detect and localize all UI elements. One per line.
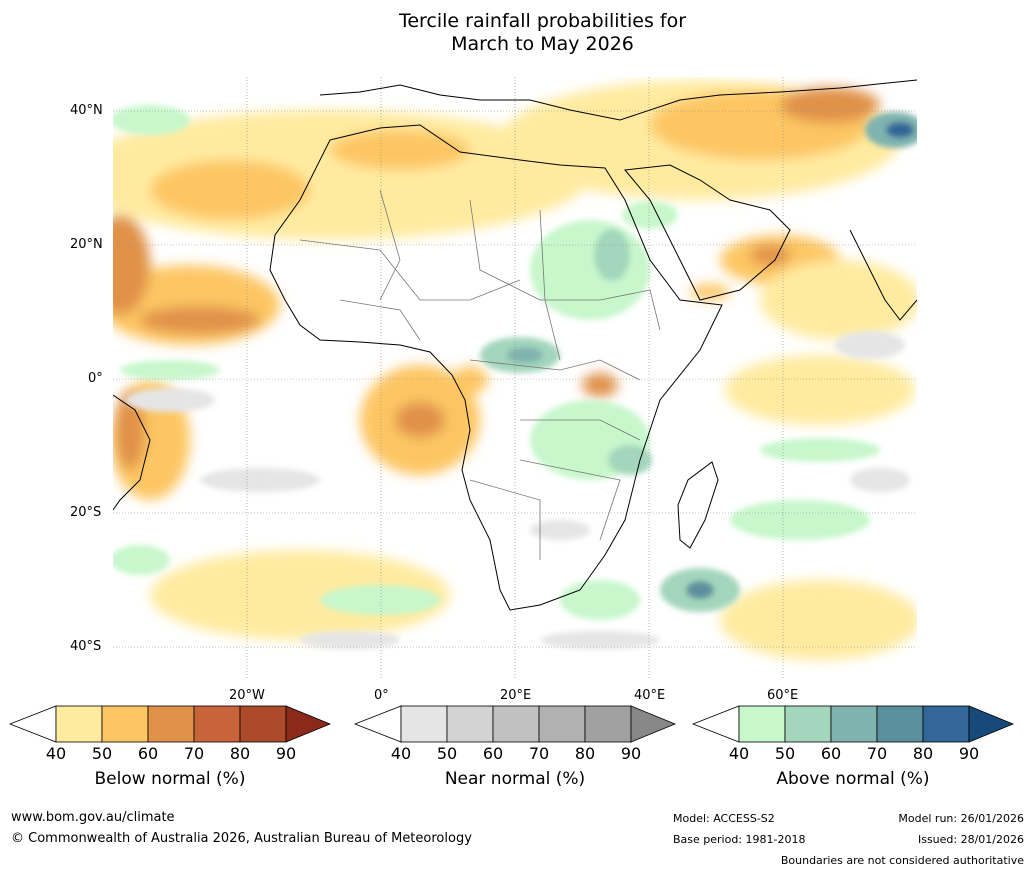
country-borders	[299, 189, 661, 560]
near-normal-swatch	[400, 705, 448, 743]
title-line-2: March to May 2026	[451, 33, 634, 55]
below-normal-tick: 50	[91, 744, 113, 763]
near-normal-swatch	[446, 705, 494, 743]
near-normal-tick: 80	[574, 744, 596, 763]
near-normal-swatch	[538, 705, 586, 743]
near-normal-label: Near normal (%)	[444, 769, 586, 789]
near-normal-high-arrow	[630, 705, 677, 743]
title-line-1: Tercile rainfall probabilities for	[398, 10, 687, 32]
below-normal-tick: 80	[229, 744, 251, 763]
above-normal-swatch	[922, 705, 970, 743]
below-normal-swatch	[193, 705, 241, 743]
above-normal-high-arrow	[968, 705, 1015, 743]
above-normal-tick: 70	[866, 744, 888, 763]
arabia-coast	[624, 164, 791, 301]
below-normal-tick: 90	[275, 744, 297, 763]
below-normal-low-arrow	[8, 705, 57, 743]
boundaries-disclaimer: Boundaries are not considered authoritat…	[780, 854, 1024, 867]
near-normal-tick: 60	[482, 744, 504, 763]
map-title: Tercile rainfall probabilities for March…	[0, 10, 1035, 56]
below-normal-swatch	[55, 705, 103, 743]
near-normal-regions	[125, 331, 910, 649]
europe-coast	[319, 79, 917, 121]
below-normal-label: Below normal (%)	[94, 769, 246, 789]
below-normal-swatch	[101, 705, 149, 743]
lat-label-20s: 20°S	[70, 505, 102, 520]
india-coast	[849, 229, 917, 321]
above-normal-swatch	[784, 705, 832, 743]
model-name: Model: ACCESS-S2	[673, 812, 775, 825]
lon-label-60e: 60°E	[767, 688, 799, 703]
lat-label-20n: 20°N	[70, 237, 103, 252]
south-america-coast	[113, 394, 151, 511]
below-normal-high-arrow	[285, 705, 332, 743]
below-normal-regions	[113, 80, 917, 660]
probability-field	[113, 77, 917, 680]
above-normal-label: Above normal (%)	[776, 769, 930, 789]
near-normal-swatch	[492, 705, 540, 743]
below-normal-swatch	[147, 705, 195, 743]
colorbar-near-normal	[353, 705, 677, 743]
above-normal-tick: 60	[820, 744, 842, 763]
above-normal-swatch	[738, 705, 786, 743]
above-normal-tick: 90	[958, 744, 980, 763]
lat-label-40s: 40°S	[70, 639, 102, 654]
coastlines	[113, 79, 917, 611]
website-link[interactable]: www.bom.gov.au/climate	[11, 810, 175, 825]
madagascar-coast	[677, 461, 719, 549]
above-normal-tick: 40	[728, 744, 750, 763]
colorbar-below-normal	[8, 705, 332, 743]
above-normal-tick: 50	[774, 744, 796, 763]
near-normal-tick: 70	[528, 744, 550, 763]
below-normal-tick: 40	[45, 744, 67, 763]
near-normal-tick: 40	[390, 744, 412, 763]
lat-label-40n: 40°N	[70, 103, 103, 118]
near-normal-low-arrow	[353, 705, 402, 743]
above-normal-tick: 80	[912, 744, 934, 763]
lat-label-equator: 0°	[88, 371, 103, 386]
base-period: Base period: 1981-2018	[673, 833, 806, 846]
colorbar-above-normal	[691, 705, 1015, 743]
model-run-date: Model run: 26/01/2026	[898, 812, 1024, 825]
below-normal-swatch	[239, 705, 287, 743]
lon-label-0: 0°	[374, 688, 389, 703]
near-normal-tick: 50	[436, 744, 458, 763]
above-normal-swatch	[876, 705, 924, 743]
lon-label-40e: 40°E	[634, 688, 666, 703]
below-normal-tick: 60	[137, 744, 159, 763]
copyright-notice: © Commonwealth of Australia 2026, Austra…	[11, 831, 472, 846]
near-normal-tick: 90	[620, 744, 642, 763]
africa-coast	[269, 124, 723, 611]
issued-date: Issued: 28/01/2026	[917, 833, 1024, 846]
above-normal-low-arrow	[691, 705, 740, 743]
above-normal-swatch	[830, 705, 878, 743]
near-normal-swatch	[584, 705, 632, 743]
lon-label-20w: 20°W	[229, 688, 265, 703]
lon-label-20e: 20°E	[500, 688, 532, 703]
below-normal-tick: 70	[183, 744, 205, 763]
